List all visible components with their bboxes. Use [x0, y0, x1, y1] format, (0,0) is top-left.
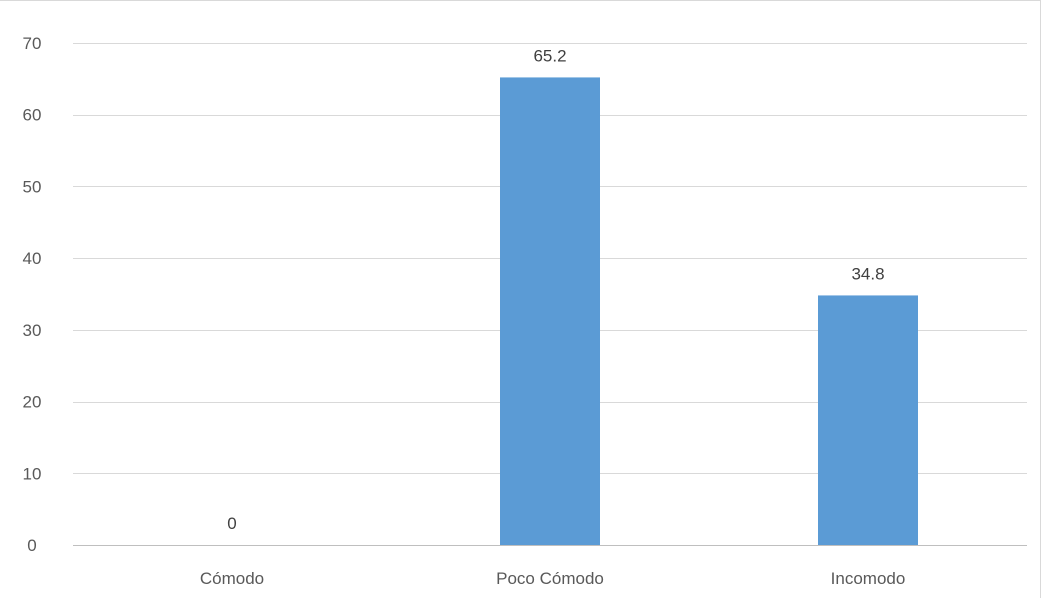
x-tick-label: Poco Cómodo	[496, 569, 604, 588]
x-axis-labels: Cómodo Poco Cómodo Incomodo	[200, 569, 905, 588]
x-tick-label: Cómodo	[200, 569, 264, 588]
y-tick-label: 40	[23, 249, 42, 268]
y-tick-label: 50	[23, 177, 42, 196]
y-axis-labels: 0 10 20 30 40 50 60 70	[23, 34, 42, 555]
data-label: 34.8	[851, 264, 884, 283]
y-tick-label: 70	[23, 34, 42, 53]
data-label: 0	[227, 514, 236, 533]
bars	[500, 77, 918, 546]
y-tick-label: 20	[23, 393, 42, 412]
bar	[818, 295, 918, 545]
data-labels: 0 65.2 34.8	[227, 46, 884, 533]
y-tick-label: 10	[23, 464, 42, 483]
y-tick-label: 30	[23, 321, 42, 340]
y-tick-label: 0	[27, 536, 36, 555]
data-label: 65.2	[533, 46, 566, 65]
x-tick-label: Incomodo	[831, 569, 906, 588]
y-tick-label: 60	[23, 106, 42, 125]
bar	[500, 77, 600, 546]
